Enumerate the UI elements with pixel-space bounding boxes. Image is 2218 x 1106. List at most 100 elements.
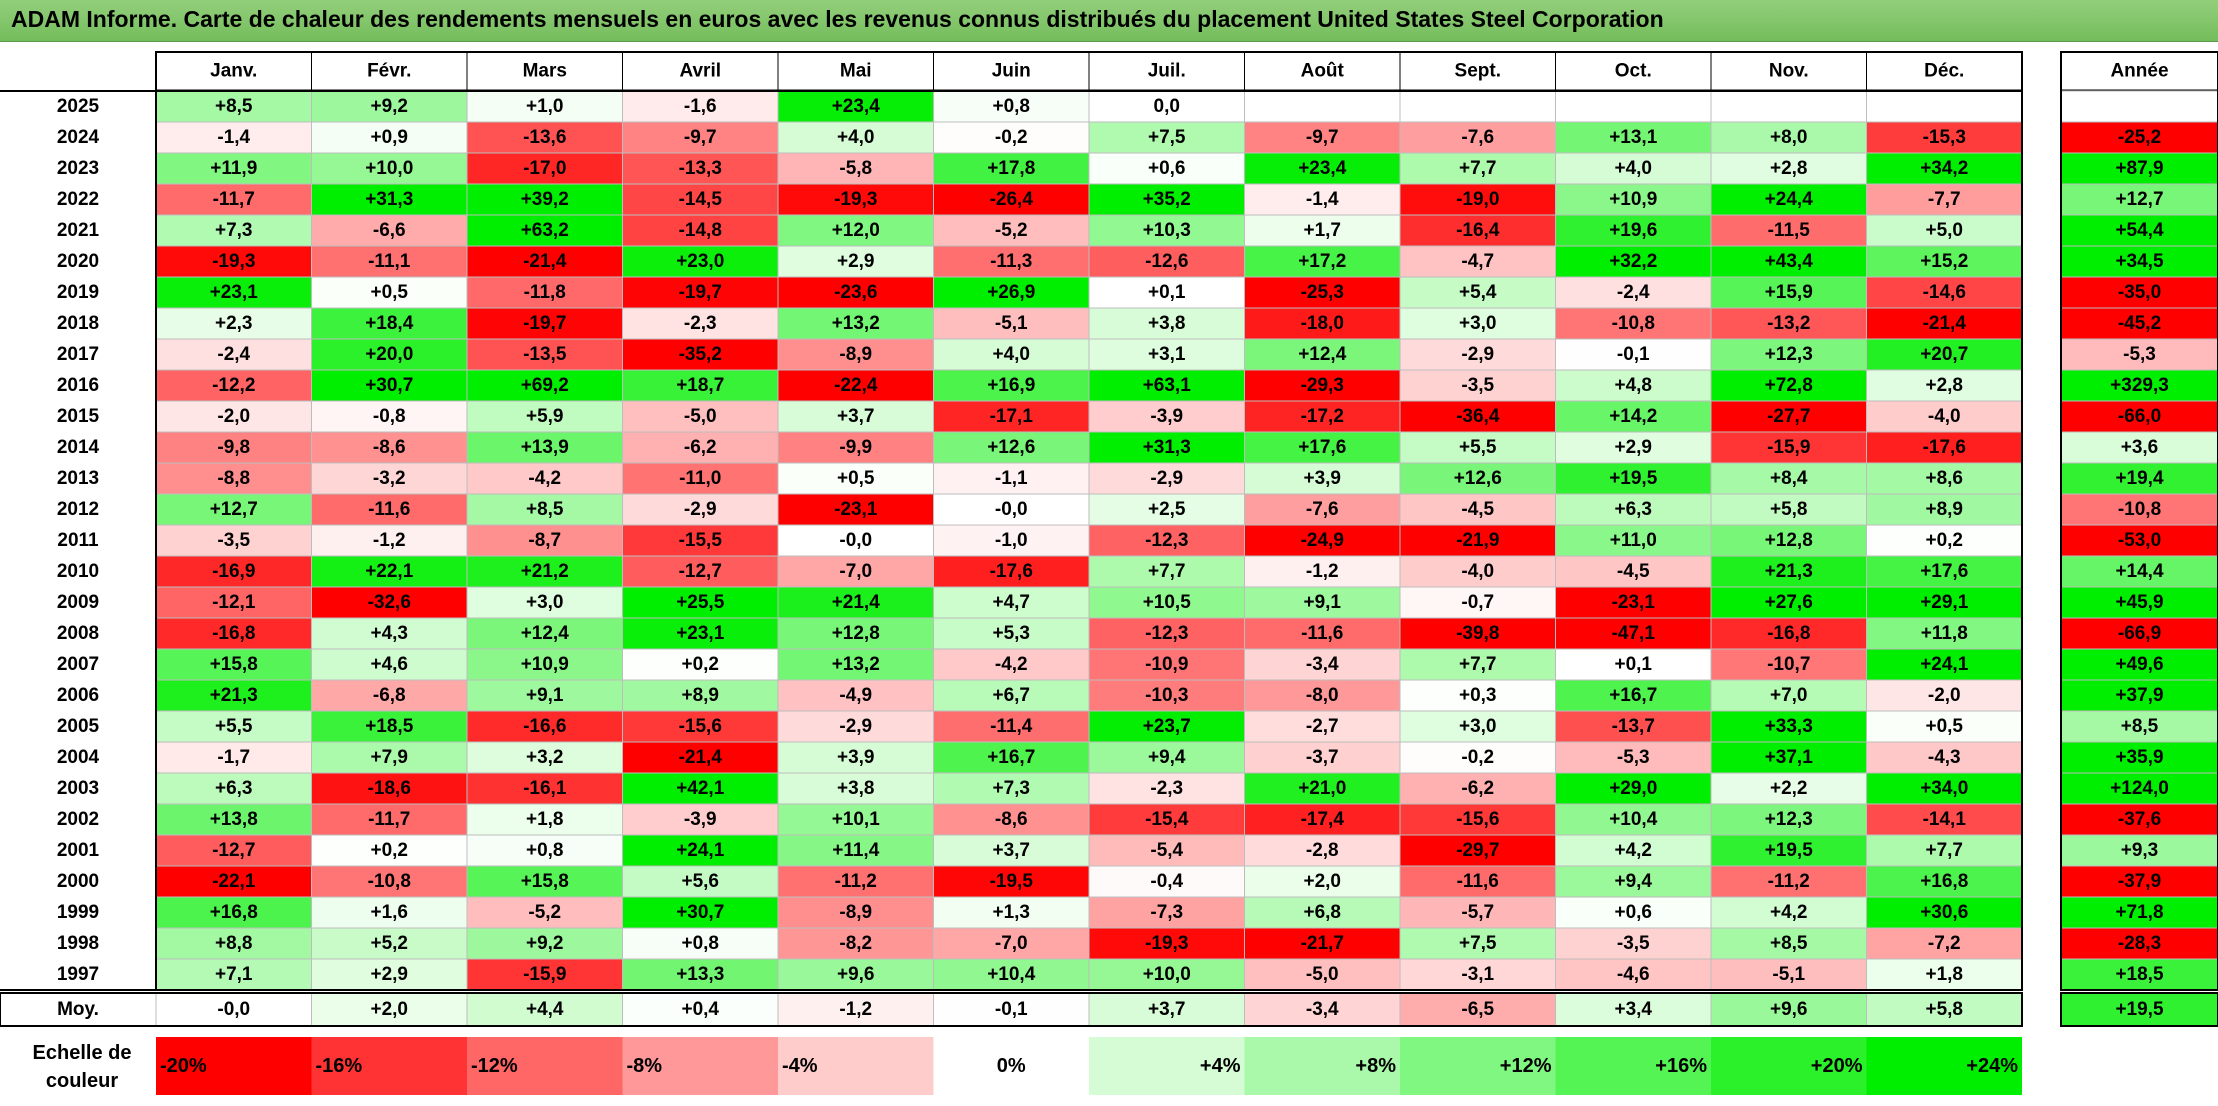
heatmap-cell	[1866, 617, 2023, 650]
scale-swatch	[1400, 1037, 1556, 1095]
heatmap-cell	[155, 803, 312, 836]
heatmap-cell-value: +33,3	[1765, 716, 1813, 737]
heatmap-cell-value: -5,7	[1461, 902, 1494, 923]
annual-cell	[2060, 834, 2218, 867]
heatmap-cell-value: -11,2	[835, 871, 877, 892]
annual-cell	[2060, 462, 2218, 495]
heatmap-cell	[1088, 369, 1245, 402]
heatmap-cell-value: -17,4	[1301, 809, 1345, 830]
average-cell-value: +5,8	[1925, 999, 1963, 1020]
heatmap-cell-value: +7,7	[1148, 561, 1186, 582]
heatmap-cell-value: +6,7	[992, 685, 1030, 706]
heatmap-cell-value: -0,4	[1150, 871, 1183, 892]
heatmap-cell	[1244, 896, 1401, 929]
heatmap-cell	[777, 896, 934, 929]
heatmap-cell-value: -5,8	[839, 158, 872, 179]
heatmap-cell	[311, 524, 468, 557]
heatmap-cell-value: -39,8	[1456, 623, 1499, 644]
heatmap-cell-value: +34,2	[1920, 158, 1968, 179]
heatmap-cell-value: +0,9	[370, 127, 408, 148]
heatmap-cell-value: +12,3	[1765, 344, 1813, 365]
heatmap-cell	[933, 152, 1090, 185]
heatmap-cell-value: +15,9	[1765, 282, 1813, 303]
heatmap-cell	[1399, 369, 1556, 402]
heatmap-cell-value: -11,8	[524, 282, 566, 303]
heatmap-cell-value: +0,5	[370, 282, 408, 303]
heatmap-cell-value: -47,1	[1612, 623, 1656, 644]
heatmap-cell	[622, 958, 779, 991]
heatmap-cell-value: -6,8	[373, 685, 406, 706]
heatmap-cell-value: -11,1	[368, 251, 411, 272]
heatmap-cell	[933, 679, 1090, 712]
heatmap-cell	[155, 121, 312, 154]
heatmap-cell	[466, 369, 623, 402]
heatmap-cell-value: -3,5	[217, 530, 250, 551]
row-year-label: 2020	[57, 251, 99, 272]
heatmap-cell	[466, 493, 623, 526]
heatmap-cell-value: +13,2	[832, 654, 880, 675]
heatmap-cell-value: +31,3	[1143, 437, 1191, 458]
heatmap-cell-value: +9,4	[1148, 747, 1186, 768]
heatmap-cell-value: -8,9	[839, 902, 872, 923]
heatmap-cell	[1088, 462, 1245, 495]
heatmap-cell	[777, 741, 934, 774]
scale-swatch	[156, 1037, 312, 1095]
heatmap-cell-value: +43,4	[1765, 251, 1814, 272]
average-cell-value: -0,1	[995, 999, 1028, 1020]
heatmap-cell-value: +34,0	[1920, 778, 1968, 799]
annual-cell-value: +9,3	[2121, 840, 2159, 861]
heatmap-cell-value: +21,2	[521, 561, 569, 582]
heatmap-cell	[777, 927, 934, 960]
heatmap-cell	[1710, 555, 1867, 588]
heatmap-cell	[777, 710, 934, 743]
heatmap-cell	[466, 586, 623, 619]
heatmap-cell	[155, 493, 312, 526]
heatmap-cell	[311, 741, 468, 774]
average-cell	[933, 992, 1090, 1027]
row-year-label: 2013	[57, 468, 99, 489]
heatmap-cell	[1088, 803, 1245, 836]
average-cell-value: -0,0	[217, 999, 250, 1020]
heatmap-cell-value: -16,9	[212, 561, 255, 582]
annual-cell-value: +19,4	[2115, 468, 2164, 489]
heatmap-cell-value: +7,7	[1925, 840, 1963, 861]
heatmap-cell-value: +8,9	[681, 685, 719, 706]
heatmap-cell	[1555, 679, 1712, 712]
heatmap-cell	[777, 462, 934, 495]
heatmap-cell	[1088, 493, 1245, 526]
heatmap-cell-value: -0,2	[995, 127, 1028, 148]
heatmap-cell	[622, 679, 779, 712]
heatmap-cell-value: +10,4	[987, 964, 1036, 985]
heatmap-cell-value: -6,6	[373, 220, 406, 241]
heatmap-cell	[622, 710, 779, 743]
row-year-label: 2016	[57, 375, 99, 396]
year-header-cell	[2060, 51, 2218, 91]
scale-swatch	[467, 1037, 623, 1095]
heatmap-cell	[1555, 803, 1712, 836]
heatmap-cell-value: +12,4	[521, 623, 570, 644]
heatmap-cell-value: +72,8	[1765, 375, 1813, 396]
annual-cell-value: -5,3	[2123, 344, 2156, 365]
heatmap-cell-value: -11,7	[368, 809, 410, 830]
heatmap-cell	[466, 834, 623, 867]
month-header-label: Nov.	[1769, 61, 1809, 82]
heatmap-cell-value: -1,1	[995, 468, 1028, 489]
heatmap-cell-value: +15,2	[1920, 251, 1968, 272]
heatmap-cell	[1555, 276, 1712, 309]
heatmap-cell	[1866, 121, 2023, 154]
annual-cell	[2060, 586, 2218, 619]
heatmap-cell	[1866, 431, 2023, 464]
heatmap-cell-value: +30,7	[365, 375, 413, 396]
heatmap-cell	[933, 648, 1090, 681]
heatmap-cell	[1710, 617, 1867, 650]
heatmap-cell-value: -8,8	[217, 468, 250, 489]
annual-cell-value: +18,5	[2115, 964, 2164, 985]
heatmap-cell	[1866, 741, 2023, 774]
average-annual-border	[2060, 992, 2218, 1027]
average-cell-value: -6,5	[1461, 999, 1494, 1020]
heatmap-cell-value: -16,1	[523, 778, 567, 799]
heatmap-cell-value: -2,9	[1150, 468, 1183, 489]
heatmap-cell-value: +5,6	[681, 871, 719, 892]
heatmap-cell-value: -2,7	[1306, 716, 1339, 737]
heatmap-cell-value: +12,7	[210, 499, 258, 520]
